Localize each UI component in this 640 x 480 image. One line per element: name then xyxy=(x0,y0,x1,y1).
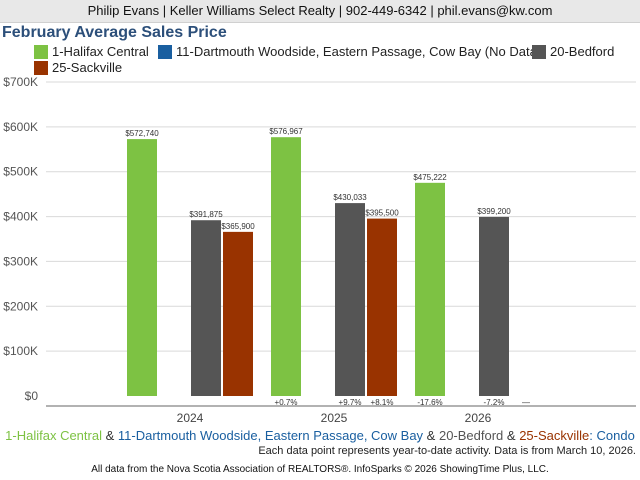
series-summary-part: & xyxy=(423,428,439,443)
bar-change-label: +9.7% xyxy=(339,398,362,407)
legend-label: 1-Halifax Central xyxy=(52,44,149,59)
legend-label: 20-Bedford xyxy=(550,44,615,59)
legend-swatch xyxy=(34,60,48,75)
x-tick-label: 2025 xyxy=(321,411,348,425)
bar xyxy=(271,137,301,396)
bar xyxy=(479,216,509,396)
series-summary-part: 20-Bedford xyxy=(438,428,504,443)
bar xyxy=(127,139,157,396)
bar-value-label: $430,033 xyxy=(333,193,367,202)
data-note: Each data point represents year-to-date … xyxy=(258,445,636,457)
bar xyxy=(223,231,253,396)
y-tick-label: $200K xyxy=(3,299,38,313)
legend-swatch xyxy=(532,44,546,59)
bar xyxy=(367,218,397,396)
series-summary-part: 11-Dartmouth Woodside, Eastern Passage, … xyxy=(117,428,424,443)
y-tick-label: $400K xyxy=(3,210,38,224)
bar-value-label: $365,900 xyxy=(221,222,255,231)
legend-label: 25-Sackville xyxy=(52,60,123,75)
legend-swatch xyxy=(34,44,48,59)
chart-title: February Average Sales Price xyxy=(2,24,227,41)
contact-text: Philip Evans | Keller Williams Select Re… xyxy=(87,3,553,18)
legend-item-dartmouth[interactable]: 11-Dartmouth Woodside, Eastern Passage, … xyxy=(158,44,541,59)
bar-value-label: $391,875 xyxy=(189,210,223,219)
y-tick-label: $0 xyxy=(25,389,39,403)
y-tick-label: $300K xyxy=(3,254,38,268)
data-source: All data from the Nova Scotia Associatio… xyxy=(91,464,549,475)
bar-value-label: $572,740 xyxy=(125,129,159,138)
bar-change-label: +8.1% xyxy=(371,398,394,407)
legend-label: 11-Dartmouth Woodside, Eastern Passage, … xyxy=(176,44,542,59)
x-tick-label: 2026 xyxy=(465,411,492,425)
series-summary-part: 25-Sackville xyxy=(519,428,590,443)
series-summary-part: 1-Halifax Central xyxy=(5,428,102,443)
series-summary: 1-Halifax Central & 11-Dartmouth Woodsid… xyxy=(0,428,640,443)
legend-item-bedford[interactable]: 20-Bedford xyxy=(532,44,614,59)
bar xyxy=(191,220,221,396)
bar-value-label: $395,500 xyxy=(365,209,399,218)
legend-item-halifax[interactable]: 1-Halifax Central xyxy=(34,44,149,59)
legend-item-sackville[interactable]: 25-Sackville xyxy=(34,60,122,75)
bar-change-label: +0.7% xyxy=(275,398,298,407)
series-summary-part: & xyxy=(503,428,520,443)
contact-header: Philip Evans | Keller Williams Select Re… xyxy=(0,0,640,23)
y-tick-label: $700K xyxy=(3,75,38,89)
bar-value-label: $576,967 xyxy=(269,127,303,136)
legend-swatch xyxy=(158,44,172,59)
series-summary-part: : Condo xyxy=(589,428,635,443)
y-tick-label: $500K xyxy=(3,165,38,179)
bar-value-label: $399,200 xyxy=(477,207,511,216)
x-tick-label: 2024 xyxy=(177,411,204,425)
bar-change-label: -7.2% xyxy=(484,398,505,407)
y-tick-label: $100K xyxy=(3,344,38,358)
bar-change-label: — xyxy=(522,398,530,407)
y-tick-label: $600K xyxy=(3,120,38,134)
bar-change-label: -17.6% xyxy=(417,398,442,407)
bar xyxy=(415,182,445,396)
bar-chart: $0 $100K $200K $300K $400K $500K $600K $700K 202… xyxy=(3,75,636,425)
bar xyxy=(335,203,365,396)
series-summary-part: & xyxy=(101,428,118,443)
bar-value-label: $475,222 xyxy=(413,173,447,182)
